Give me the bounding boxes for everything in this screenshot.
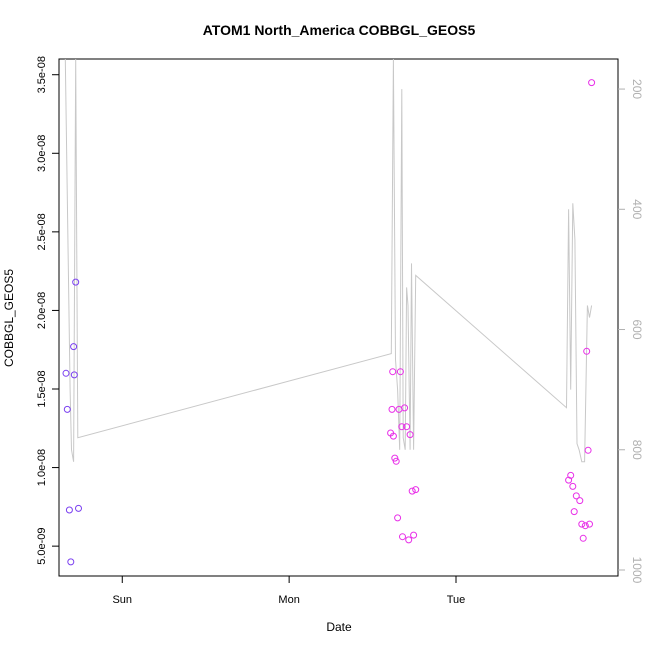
data-point	[398, 423, 406, 431]
data-point	[70, 343, 78, 351]
data-point	[63, 405, 71, 413]
y-axis-label: COBBGL_GEOS5	[2, 269, 16, 367]
right-tick-label: 400	[630, 199, 644, 219]
pressure-line-layer	[64, 58, 593, 463]
data-point	[405, 536, 413, 544]
pressure-series-line	[64, 58, 593, 463]
y-tick-label: 3.0e-08	[36, 135, 48, 172]
x-tick-label: Sun	[112, 594, 132, 606]
data-point	[410, 531, 418, 539]
points-layer	[62, 79, 596, 566]
data-point	[65, 506, 73, 514]
data-point	[581, 522, 589, 530]
data-point	[408, 487, 416, 495]
y-axis: 5.0e-09 1.0e-08 1.5e-08 2.0e-08 2.5e-08 3.0e-…	[36, 56, 59, 565]
data-point	[586, 520, 593, 528]
data-point	[406, 431, 414, 439]
data-point	[389, 432, 397, 440]
data-point	[388, 405, 396, 413]
data-point	[570, 508, 578, 516]
x-axis-label: Date	[326, 620, 352, 634]
data-point	[584, 446, 592, 454]
data-point	[72, 278, 80, 286]
x-tick-label: Tue	[447, 594, 466, 606]
y-tick-label: 2.5e-08	[36, 213, 48, 250]
data-point	[569, 482, 577, 490]
right-tick-label: 200	[630, 79, 644, 99]
data-point	[67, 558, 75, 566]
data-point	[401, 404, 409, 412]
data-point	[576, 497, 584, 505]
data-point	[403, 423, 411, 431]
data-point	[578, 520, 586, 528]
data-point	[579, 534, 587, 542]
y-tick-label: 5.0e-09	[36, 527, 48, 564]
data-point	[389, 368, 397, 376]
data-point	[412, 486, 420, 494]
right-axis: 200 400 600 800 1000	[618, 79, 644, 584]
plot-frame	[58, 58, 619, 577]
data-point	[394, 514, 402, 522]
data-point	[588, 79, 596, 87]
data-point	[572, 492, 580, 500]
y-tick-label: 1.5e-08	[36, 370, 48, 407]
right-tick-label: 800	[630, 440, 644, 460]
data-point	[62, 369, 70, 377]
y-tick-label: 1.0e-08	[36, 449, 48, 486]
data-point	[583, 347, 591, 355]
data-point	[70, 371, 78, 379]
data-point	[567, 471, 575, 479]
y-tick-label: 2.0e-08	[36, 292, 48, 329]
chart-title: ATOM1 North_America COBBGL_GEOS5	[203, 22, 476, 38]
data-point	[395, 405, 403, 413]
right-tick-label: 1000	[630, 557, 644, 584]
y-tick-label: 3.5e-08	[36, 56, 48, 93]
data-point	[75, 504, 82, 512]
x-tick-label: Mon	[278, 594, 299, 606]
data-point	[391, 454, 399, 462]
x-axis: Sun Mon Tue	[112, 576, 465, 606]
data-point	[396, 368, 404, 376]
data-point	[399, 533, 406, 541]
right-tick-label: 600	[630, 320, 644, 340]
data-point	[392, 457, 400, 465]
